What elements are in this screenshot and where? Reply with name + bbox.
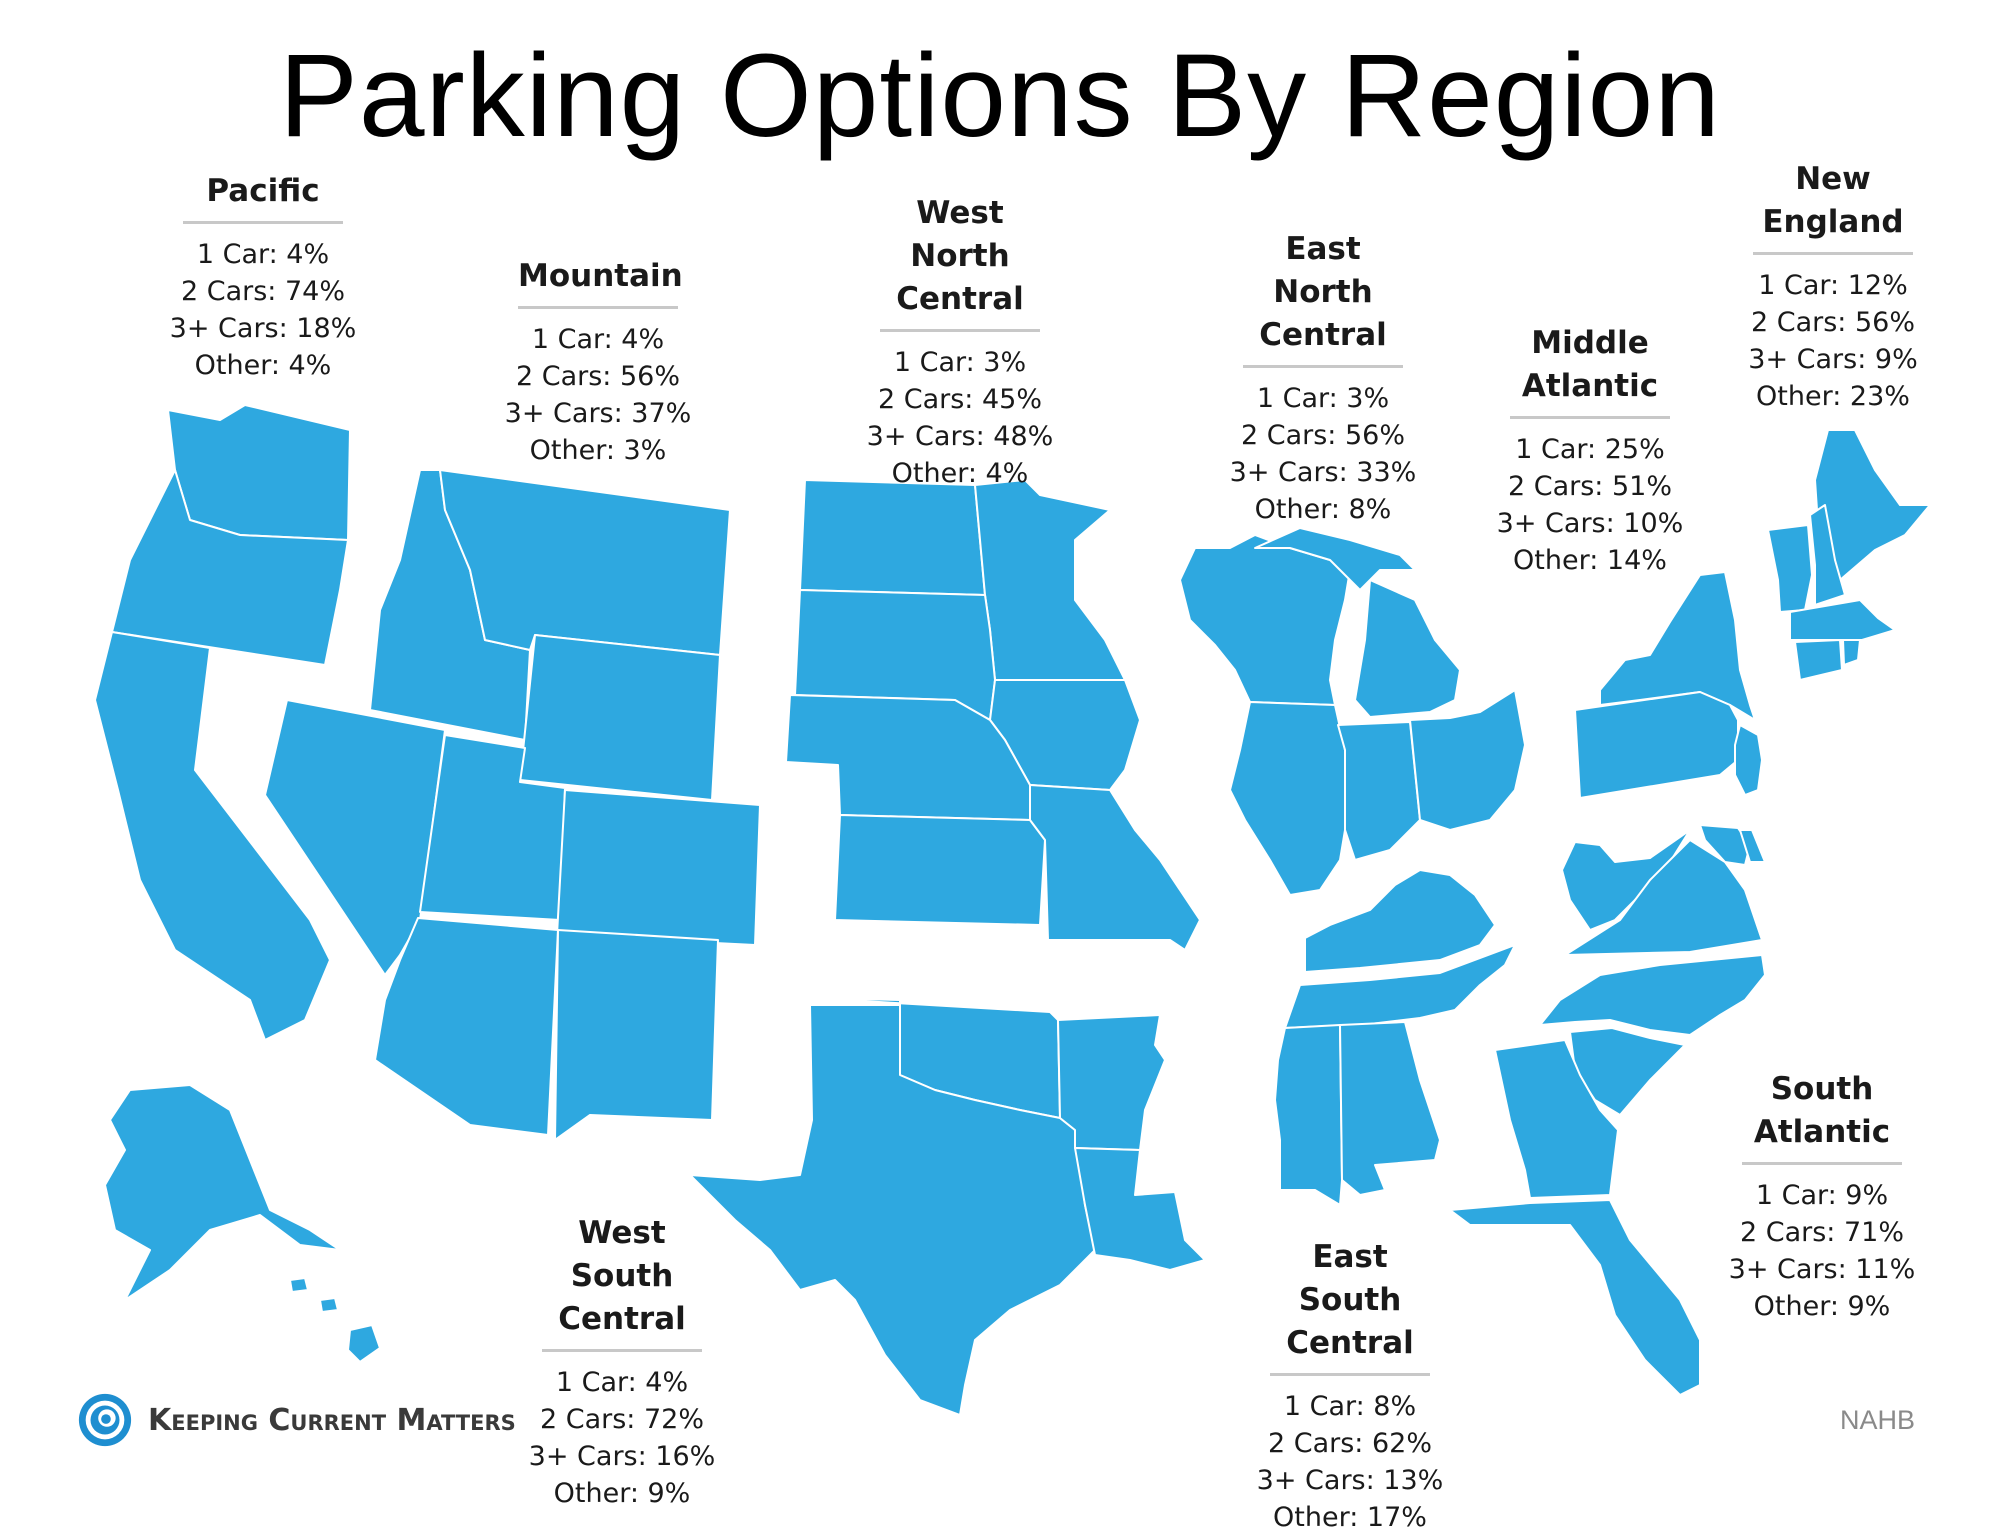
state-indiana (1337, 721, 1421, 861)
stat-3-plus-cars: 3+ Cars: 37% (504, 398, 692, 429)
state-colorado (556, 789, 761, 946)
stat-1-car: 1 Car: 3% (1256, 383, 1390, 414)
state-maryland (1699, 824, 1751, 866)
stat-1-car: 1 Car: 4% (531, 324, 665, 355)
us-regions-map (94, 404, 1931, 1416)
state-kentucky (1304, 869, 1496, 973)
stat-other: Other: 8% (1254, 494, 1392, 525)
state-massachusetts (1789, 599, 1896, 641)
logo-text: Keeping Current Matters (148, 1402, 516, 1438)
stat-3-plus-cars: 3+ Cars: 16% (528, 1441, 716, 1472)
state-mississippi (1274, 1024, 1343, 1206)
state-delaware (1739, 829, 1766, 863)
region-pacific: Pacific 1 Car: 4% 2 Cars: 74% 3+ Cars: 1… (153, 170, 373, 384)
page-title: Parking Options By Region (279, 30, 1721, 162)
stat-1-car: 1 Car: 4% (555, 1367, 689, 1398)
stat-1-car: 1 Car: 4% (196, 239, 330, 270)
state-kansas (834, 814, 1046, 926)
state-alaska (104, 1084, 341, 1301)
stat-2-cars: 2 Cars: 56% (1240, 420, 1406, 451)
region-east-south-central: East South Central 1 Car: 8% 2 Cars: 62%… (1240, 1236, 1460, 1536)
region-west-south-central: West South Central 1 Car: 4% 2 Cars: 72%… (512, 1212, 732, 1512)
stat-other: Other: 23% (1756, 381, 1910, 412)
state-oregon (111, 469, 349, 666)
region-mountain: Mountain 1 Car: 4% 2 Cars: 56% 3+ Cars: … (488, 255, 708, 469)
region-west-north-central: West North Central 1 Car: 3% 2 Cars: 45%… (850, 192, 1070, 492)
keeping-current-matters-logo: Keeping Current Matters (76, 1390, 516, 1450)
stat-2-cars: 2 Cars: 71% (1739, 1217, 1905, 1248)
stat-1-car: 1 Car: 8% (1283, 1391, 1417, 1422)
state-minnesota (974, 479, 1126, 681)
region-name: East North Central (1243, 228, 1403, 368)
stat-3-plus-cars: 3+ Cars: 48% (866, 421, 1054, 452)
stat-2-cars: 2 Cars: 74% (180, 276, 346, 307)
stat-other: Other: 9% (553, 1478, 691, 1509)
source-credit: NAHB (1839, 1405, 1915, 1435)
stat-2-cars: 2 Cars: 72% (539, 1404, 705, 1435)
region-name: West North Central (880, 192, 1040, 332)
region-name: South Atlantic (1742, 1068, 1902, 1165)
state-alabama (1339, 1021, 1441, 1196)
state-texas (689, 1004, 1096, 1416)
stat-2-cars: 2 Cars: 56% (515, 361, 681, 392)
region-east-north-central: East North Central 1 Car: 3% 2 Cars: 56%… (1213, 228, 1433, 528)
state-california (94, 631, 331, 1041)
stat-3-plus-cars: 3+ Cars: 9% (1748, 344, 1918, 375)
state-new-mexico (554, 929, 719, 1141)
stat-1-car: 1 Car: 3% (893, 347, 1027, 378)
region-name: New England (1753, 158, 1913, 255)
state-florida (1449, 1199, 1701, 1396)
region-name: West South Central (542, 1212, 702, 1352)
stat-other: Other: 3% (529, 435, 667, 466)
stat-3-plus-cars: 3+ Cars: 10% (1496, 508, 1684, 539)
state-arkansas (1057, 1014, 1166, 1151)
state-missouri (1029, 784, 1201, 951)
state-rhode-island (1842, 639, 1861, 666)
swirl-logo-icon (78, 1393, 132, 1447)
stat-2-cars: 2 Cars: 56% (1750, 307, 1916, 338)
state-new-hampshire (1809, 504, 1846, 606)
region-new-england: New England 1 Car: 12% 2 Cars: 56% 3+ Ca… (1723, 158, 1943, 415)
stat-3-plus-cars: 3+ Cars: 18% (169, 313, 357, 344)
state-pennsylvania (1574, 691, 1739, 799)
region-name: East South Central (1270, 1236, 1430, 1376)
stat-other: Other: 14% (1513, 545, 1667, 576)
state-michigan (1254, 527, 1461, 718)
state-wisconsin (1179, 534, 1351, 706)
stat-other: Other: 4% (891, 458, 1029, 489)
state-louisiana (1074, 1147, 1206, 1271)
state-illinois (1229, 701, 1346, 896)
state-new-jersey (1734, 724, 1763, 796)
region-name: Middle Atlantic (1510, 322, 1670, 419)
state-arizona (374, 917, 559, 1136)
stat-3-plus-cars: 3+ Cars: 11% (1728, 1254, 1916, 1285)
state-washington (167, 404, 351, 541)
region-name: Pacific (183, 170, 343, 224)
state-montana (439, 469, 731, 656)
state-north-carolina (1539, 954, 1766, 1036)
stat-2-cars: 2 Cars: 51% (1507, 471, 1673, 502)
region-south-atlantic: South Atlantic 1 Car: 9% 2 Cars: 71% 3+ … (1712, 1068, 1932, 1325)
stat-other: Other: 17% (1273, 1502, 1427, 1533)
state-nevada (264, 699, 446, 976)
stat-3-plus-cars: 3+ Cars: 13% (1256, 1465, 1444, 1496)
region-middle-atlantic: Middle Atlantic 1 Car: 25% 2 Cars: 51% 3… (1480, 322, 1700, 579)
state-hawaii (289, 1277, 381, 1363)
stat-3-plus-cars: 3+ Cars: 33% (1229, 457, 1417, 488)
stat-1-car: 1 Car: 25% (1515, 434, 1665, 465)
region-name: Mountain (518, 255, 683, 309)
state-wyoming (519, 634, 721, 801)
state-vermont (1767, 524, 1813, 613)
stat-other: Other: 9% (1753, 1291, 1891, 1322)
state-north-dakota (799, 479, 986, 596)
state-connecticut (1794, 639, 1843, 681)
stat-2-cars: 2 Cars: 62% (1267, 1428, 1433, 1459)
stat-1-car: 1 Car: 9% (1755, 1180, 1889, 1211)
stat-other: Other: 4% (194, 350, 332, 381)
stat-2-cars: 2 Cars: 45% (877, 384, 1043, 415)
state-utah (419, 734, 566, 921)
state-ohio (1409, 689, 1526, 831)
stat-1-car: 1 Car: 12% (1758, 270, 1908, 301)
state-georgia (1494, 1039, 1619, 1199)
